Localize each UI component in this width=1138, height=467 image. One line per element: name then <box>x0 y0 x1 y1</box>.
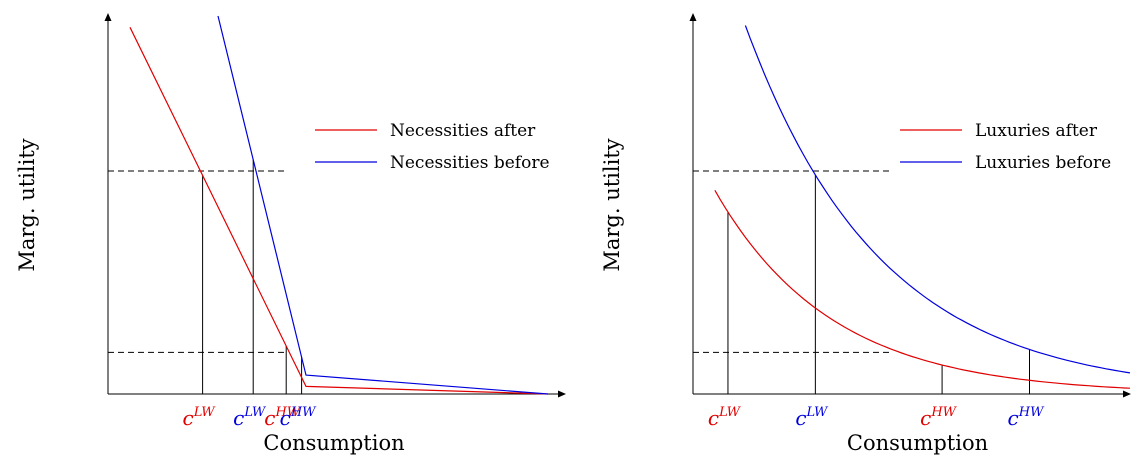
legend-label-necessities-after: Necessities after <box>390 121 536 141</box>
legend-label-luxuries-before: Luxuries before <box>975 153 1111 173</box>
luxuries-chart: Marg. utility Consumption Luxuries after Lu… <box>600 13 1131 455</box>
tick-label-3: cHW <box>280 405 318 430</box>
tick-label-3: cHW <box>1008 405 1046 430</box>
y-axis-title: Marg. utility <box>15 138 39 271</box>
series-line-necessities-after <box>129 27 549 395</box>
tick-label-0: cLW <box>183 405 217 430</box>
series-line-luxuries-before <box>744 25 1131 374</box>
y-axis-title: Marg. utility <box>600 138 624 271</box>
tick-label-1: cLW <box>233 405 267 430</box>
legend-label-necessities-before: Necessities before <box>390 153 550 173</box>
tick-label-1: cLW <box>795 405 829 430</box>
necessities-chart: Marg. utility Consumption Necessities afte… <box>15 13 566 455</box>
series-line-luxuries-after <box>714 190 1131 389</box>
x-axis-title: Consumption <box>263 431 404 455</box>
legend-label-luxuries-after: Luxuries after <box>975 121 1098 141</box>
tick-label-0: cLW <box>708 405 742 430</box>
tick-label-2: cHW <box>264 405 302 430</box>
series-line-necessities-before <box>217 15 549 395</box>
tick-label-2: cHW <box>920 405 958 430</box>
x-axis-title: Consumption <box>847 431 988 455</box>
